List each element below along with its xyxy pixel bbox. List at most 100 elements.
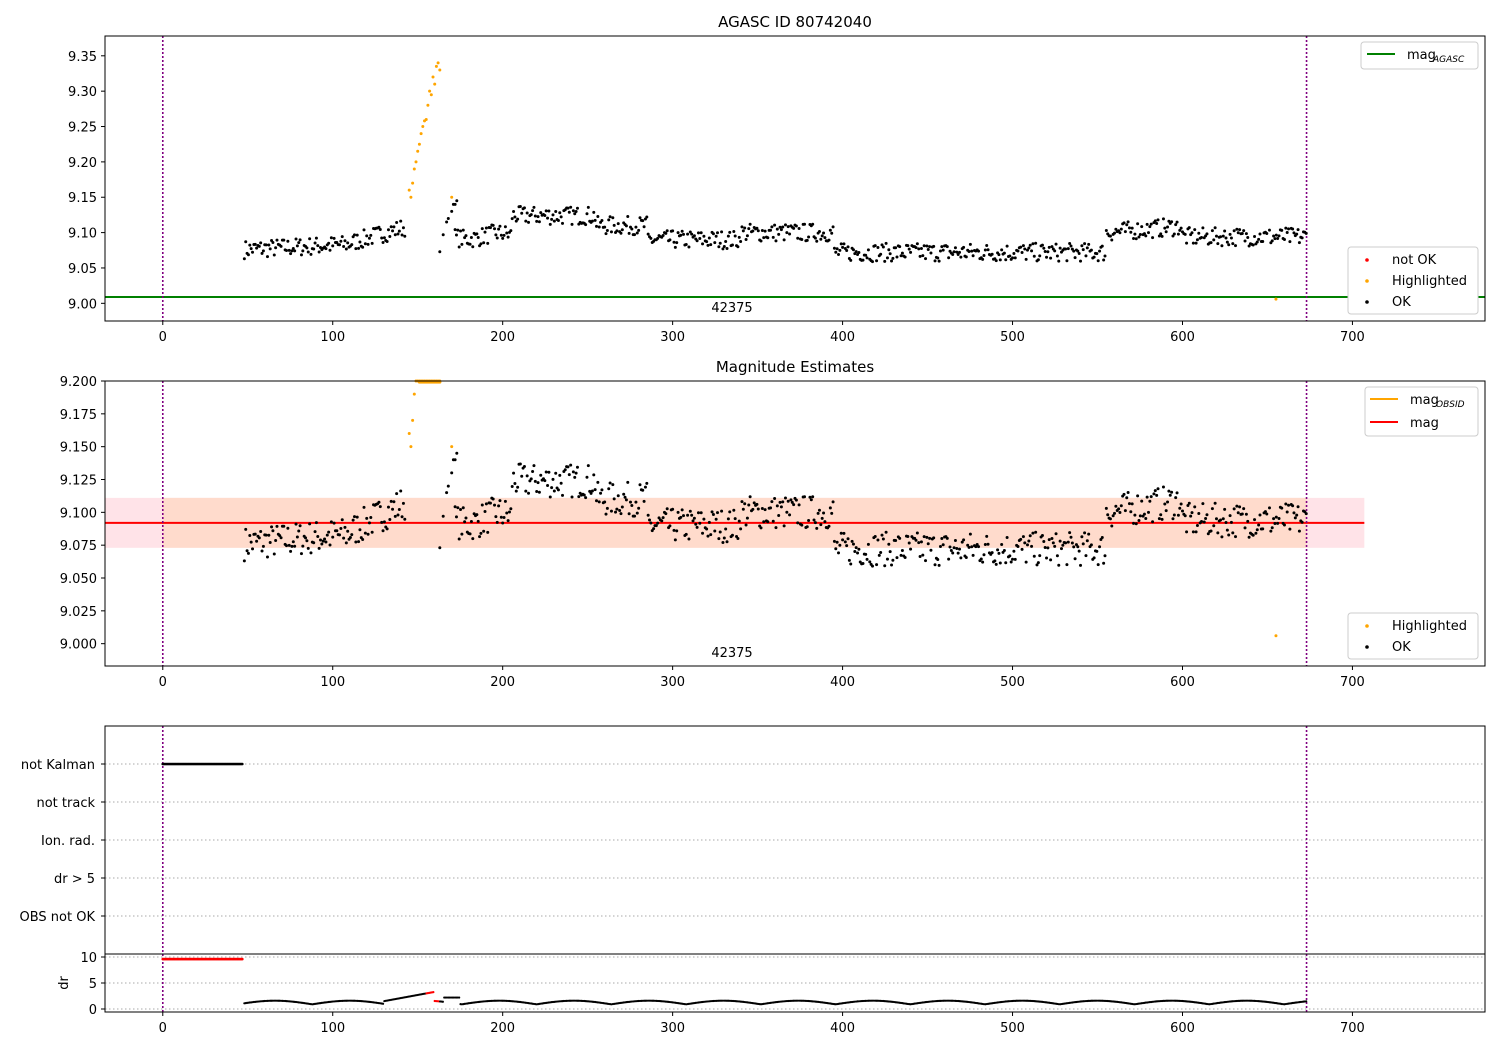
ok-point bbox=[773, 223, 777, 227]
ok-point bbox=[1205, 513, 1209, 517]
ok-point bbox=[1282, 237, 1286, 241]
ok-point bbox=[661, 233, 665, 237]
ok-point bbox=[903, 255, 907, 259]
ok-point bbox=[740, 500, 744, 504]
ok-point bbox=[1274, 233, 1278, 237]
ok-point bbox=[386, 228, 390, 232]
ok-point bbox=[730, 533, 734, 537]
ok-point bbox=[556, 488, 560, 492]
ok-point bbox=[1050, 245, 1054, 249]
ok-point bbox=[921, 254, 925, 258]
ok-point bbox=[377, 500, 381, 504]
ok-point bbox=[483, 510, 487, 514]
ok-point bbox=[635, 231, 639, 235]
x-tick-label: 0 bbox=[159, 330, 167, 345]
ok-point bbox=[1021, 244, 1025, 248]
ok-point bbox=[1021, 535, 1025, 539]
ok-point bbox=[1202, 520, 1206, 524]
panel2-obsid-label: 42375 bbox=[711, 646, 752, 661]
highlighted-point bbox=[412, 392, 416, 396]
ok-point bbox=[299, 253, 303, 257]
ok-point bbox=[864, 552, 868, 556]
ok-point bbox=[502, 515, 506, 519]
ok-point bbox=[1210, 507, 1214, 511]
ok-point bbox=[1104, 506, 1108, 510]
ok-point bbox=[664, 512, 668, 516]
ok-point bbox=[783, 223, 787, 227]
ok-point bbox=[516, 485, 520, 489]
ok-point bbox=[1277, 234, 1281, 238]
ok-point bbox=[596, 214, 600, 218]
ok-point bbox=[438, 546, 442, 550]
dr-point bbox=[432, 990, 435, 994]
ok-point bbox=[1123, 509, 1127, 513]
ok-point bbox=[524, 489, 528, 493]
ok-point bbox=[1232, 507, 1236, 511]
ok-point bbox=[688, 509, 692, 513]
ok-point bbox=[775, 227, 779, 231]
ok-point bbox=[1114, 227, 1118, 231]
highlighted-point bbox=[450, 445, 454, 449]
ok-point bbox=[378, 227, 382, 231]
ok-point bbox=[594, 224, 598, 228]
ok-point bbox=[1110, 524, 1114, 528]
ok-point bbox=[614, 510, 618, 514]
ok-point bbox=[293, 544, 297, 548]
ok-point bbox=[656, 236, 660, 240]
ok-point bbox=[308, 237, 312, 241]
dr-point bbox=[1305, 1000, 1308, 1003]
ok-point bbox=[403, 517, 407, 521]
ok-point bbox=[1161, 217, 1165, 221]
ok-point bbox=[1174, 496, 1178, 500]
ok-point bbox=[550, 486, 554, 490]
ok-point bbox=[1066, 247, 1070, 251]
ok-point bbox=[378, 505, 382, 509]
ok-point bbox=[1153, 219, 1157, 223]
ok-point bbox=[486, 241, 490, 245]
ok-point bbox=[332, 236, 336, 240]
ok-point bbox=[839, 242, 843, 246]
ok-point bbox=[866, 248, 870, 252]
ok-point bbox=[680, 508, 684, 512]
ok-point bbox=[502, 233, 506, 237]
ok-point bbox=[357, 540, 361, 544]
ok-point bbox=[774, 526, 778, 530]
ok-point bbox=[469, 519, 473, 523]
ok-point bbox=[1103, 554, 1107, 558]
ok-point bbox=[537, 490, 541, 494]
ok-point bbox=[716, 511, 720, 515]
ok-point bbox=[786, 499, 790, 503]
ok-point bbox=[857, 547, 861, 551]
ok-point bbox=[630, 504, 634, 508]
ok-point bbox=[471, 537, 475, 541]
ok-point bbox=[853, 549, 857, 553]
ok-point bbox=[960, 540, 964, 544]
ok-point bbox=[270, 525, 274, 529]
ok-point bbox=[1040, 243, 1044, 247]
ok-point bbox=[985, 244, 989, 248]
ok-point bbox=[493, 227, 497, 231]
ok-point bbox=[890, 563, 894, 567]
ok-point bbox=[1027, 246, 1031, 250]
ok-point bbox=[709, 243, 713, 247]
ok-point bbox=[546, 484, 550, 488]
ok-point bbox=[1206, 532, 1210, 536]
ok-point bbox=[321, 539, 325, 543]
ok-point bbox=[1209, 529, 1213, 533]
ok-point bbox=[792, 503, 796, 507]
ok-point bbox=[842, 531, 846, 535]
ok-point bbox=[720, 230, 724, 234]
ok-point bbox=[906, 244, 910, 248]
ok-point bbox=[739, 240, 743, 244]
ok-point bbox=[1013, 256, 1017, 260]
ok-point bbox=[1295, 232, 1299, 236]
ok-point bbox=[329, 236, 333, 240]
ok-point bbox=[380, 520, 384, 524]
ok-point bbox=[832, 539, 836, 543]
ok-point bbox=[1191, 241, 1195, 245]
ok-point bbox=[711, 512, 715, 516]
ok-point bbox=[558, 473, 562, 477]
ok-point bbox=[446, 484, 450, 488]
ok-point bbox=[737, 519, 741, 523]
x-tick-label: 200 bbox=[490, 675, 515, 690]
